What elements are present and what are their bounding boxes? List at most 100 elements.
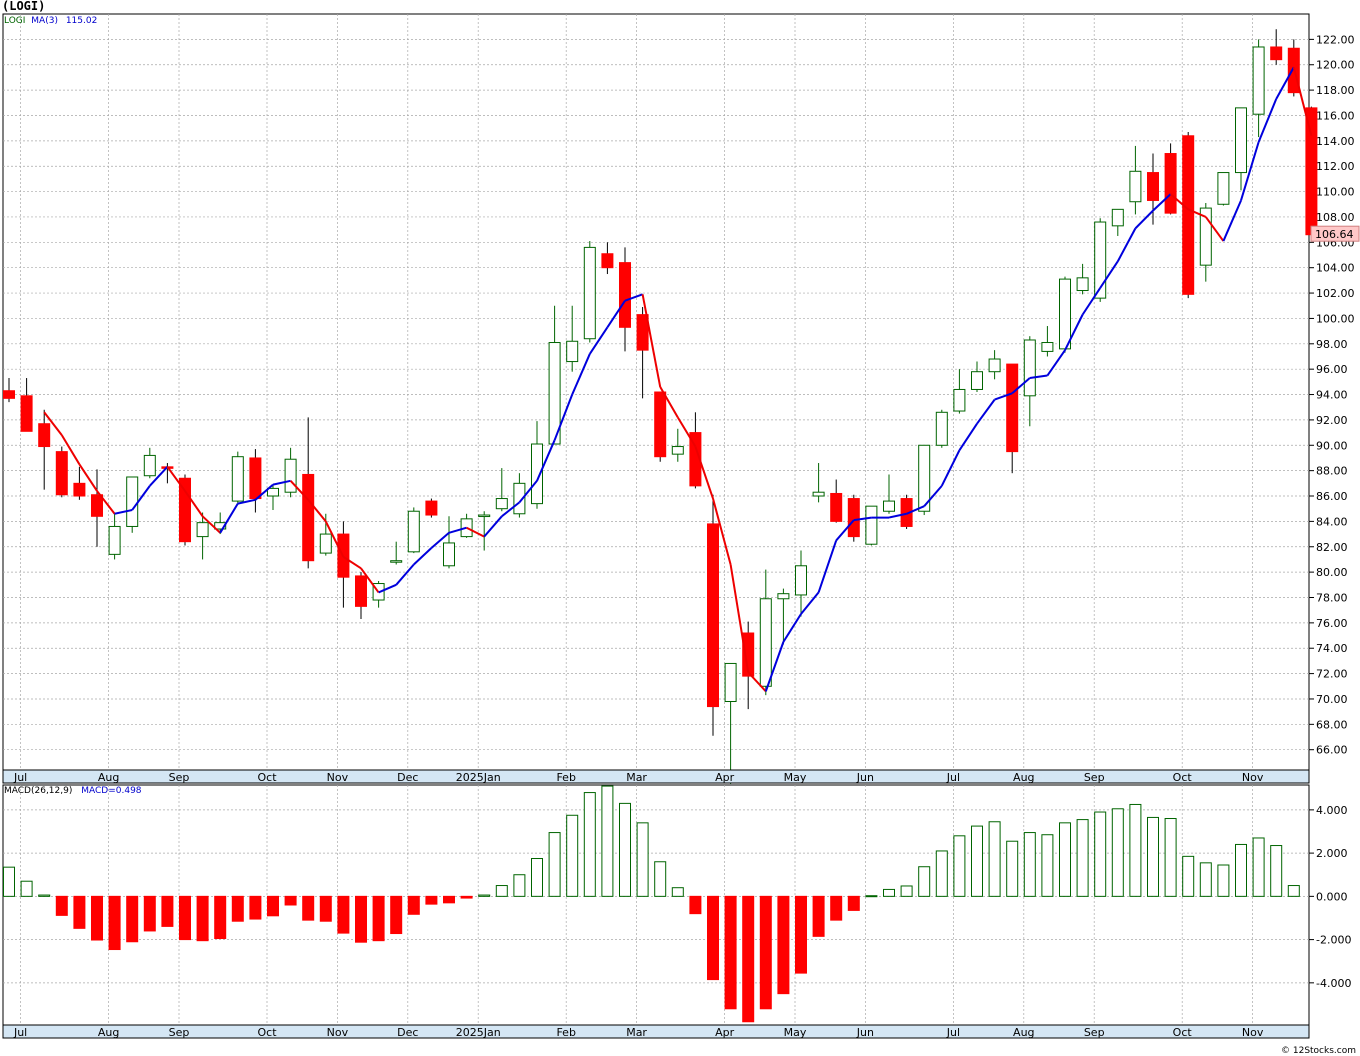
price-y-tick-label: 92.00 xyxy=(1316,414,1348,427)
price-x-tick-label: Jul xyxy=(13,771,27,784)
ma3-segment xyxy=(1240,141,1260,201)
candle-up xyxy=(267,487,279,497)
macd-bar-positive xyxy=(583,792,596,897)
macd-bar-positive xyxy=(883,888,895,897)
candle-up xyxy=(284,458,297,493)
price-y-tick-label: 90.00 xyxy=(1316,439,1348,452)
last-price-label: 106.64 xyxy=(1315,228,1354,241)
ma3-segment xyxy=(764,641,785,692)
price-y-tick-label: 78.00 xyxy=(1316,591,1348,604)
candle-down xyxy=(636,314,649,351)
macd-bar-negative xyxy=(777,895,790,995)
price-x-tick-label: Apr xyxy=(715,771,735,784)
ma3-segment xyxy=(641,294,662,388)
candle-up xyxy=(1199,207,1212,266)
price-y-tick-label: 108.00 xyxy=(1316,211,1355,224)
macd-bar-positive xyxy=(548,832,561,897)
macd-legend-value: MACD=0.498 xyxy=(81,786,142,796)
candle-up xyxy=(566,340,579,363)
ma3-segment xyxy=(254,483,274,501)
macd-x-tick-label: Nov xyxy=(327,1026,349,1039)
candle-up xyxy=(1076,277,1089,292)
price-y-tick-label: 94.00 xyxy=(1316,389,1348,402)
candle-down xyxy=(847,498,860,538)
macd-bar-positive xyxy=(1129,803,1142,897)
macd-bar-negative xyxy=(284,895,297,906)
price-x-tick-label: May xyxy=(784,771,807,784)
macd-bar-negative xyxy=(196,895,209,942)
macd-bar-negative xyxy=(231,895,244,922)
ma3-segment xyxy=(60,434,81,465)
candle-down xyxy=(73,482,86,497)
price-x-tick-label: Nov xyxy=(327,771,349,784)
macd-bar-negative xyxy=(179,895,191,941)
macd-panel: 4.000 2.000 0.000 -2.000 -4.000 Jul Aug Sep Oct N… xyxy=(2,784,1351,1039)
ma3-segment xyxy=(1064,314,1084,351)
candle-up xyxy=(196,522,209,538)
price-y-tick-label: 104.00 xyxy=(1316,262,1355,275)
macd-x-tick-label: Mar xyxy=(626,1026,647,1039)
ma3-segment xyxy=(676,416,697,448)
macd-bar-positive xyxy=(20,880,33,897)
macd-bar-positive xyxy=(566,814,579,897)
ma3-segment xyxy=(1292,67,1313,137)
candle-down xyxy=(91,494,103,517)
candle-up xyxy=(1129,170,1142,203)
macd-bar-positive xyxy=(619,802,631,897)
candle-down xyxy=(900,498,913,527)
ma3-segment xyxy=(1046,349,1066,377)
macd-bar-negative xyxy=(812,895,825,937)
candle-up xyxy=(1041,342,1054,352)
price-x-tick-label: Dec xyxy=(397,771,418,784)
ma3-segment xyxy=(466,526,485,538)
price-y-tick-label: 100.00 xyxy=(1316,312,1355,325)
macd-y-tick-label: -2.000 xyxy=(1316,934,1351,947)
price-y-tick-label: 98.00 xyxy=(1316,338,1348,351)
macd-bar-positive xyxy=(953,835,966,897)
ma3-segment xyxy=(448,526,467,534)
ma3-segment xyxy=(43,411,63,436)
macd-bar-negative xyxy=(249,895,262,920)
candle-up xyxy=(1111,208,1124,227)
macd-bar-positive xyxy=(988,821,1001,897)
ma3-segment xyxy=(1134,209,1154,230)
macd-x-tick-label: May xyxy=(784,1026,807,1039)
macd-x-tick-label: Sep xyxy=(169,1026,190,1039)
macd-bar-positive xyxy=(1006,840,1019,897)
macd-y-tick-label: 0.000 xyxy=(1316,890,1348,903)
macd-bar-positive xyxy=(3,866,15,897)
macd-bar-positive xyxy=(1076,819,1089,897)
price-x-axis xyxy=(2,769,1310,784)
ma3-segment xyxy=(994,392,1013,401)
price-y-tick-label: 118.00 xyxy=(1316,84,1355,97)
ma3-segment xyxy=(131,485,151,511)
macd-y-tick-label: 4.000 xyxy=(1316,804,1348,817)
macd-bar-negative xyxy=(337,895,350,934)
ma3-segment xyxy=(835,519,855,542)
ma3-segment xyxy=(237,498,256,505)
macd-bar-negative xyxy=(460,895,473,899)
ma3-segment xyxy=(1169,193,1189,211)
ma3-segment xyxy=(940,449,961,487)
ma3-segment xyxy=(501,501,521,518)
candle-up xyxy=(143,454,156,477)
ma3-segment xyxy=(307,499,327,523)
price-y-tick-label: 116.00 xyxy=(1316,109,1355,122)
ma3-segment xyxy=(201,515,221,534)
candle-up xyxy=(1235,107,1247,174)
macd-x-tick-label: Nov xyxy=(1242,1026,1264,1039)
price-y-tick-label: 82.00 xyxy=(1316,541,1348,554)
macd-bar-negative xyxy=(795,895,807,974)
candle-up xyxy=(108,525,121,555)
macd-x-tick-label: Sep xyxy=(1084,1026,1105,1039)
ma3-segment xyxy=(518,480,538,503)
ma3-segment xyxy=(729,564,750,673)
candle-down xyxy=(601,253,614,269)
price-x-tick-label: Jun xyxy=(856,771,874,784)
ma3-segment xyxy=(219,503,239,534)
legend-symbol: LOGI xyxy=(4,16,26,26)
price-y-tick-label: 72.00 xyxy=(1316,668,1348,681)
macd-x-tick-label: Oct xyxy=(257,1026,277,1039)
candle-up xyxy=(583,246,596,340)
candle-up xyxy=(1094,221,1107,299)
